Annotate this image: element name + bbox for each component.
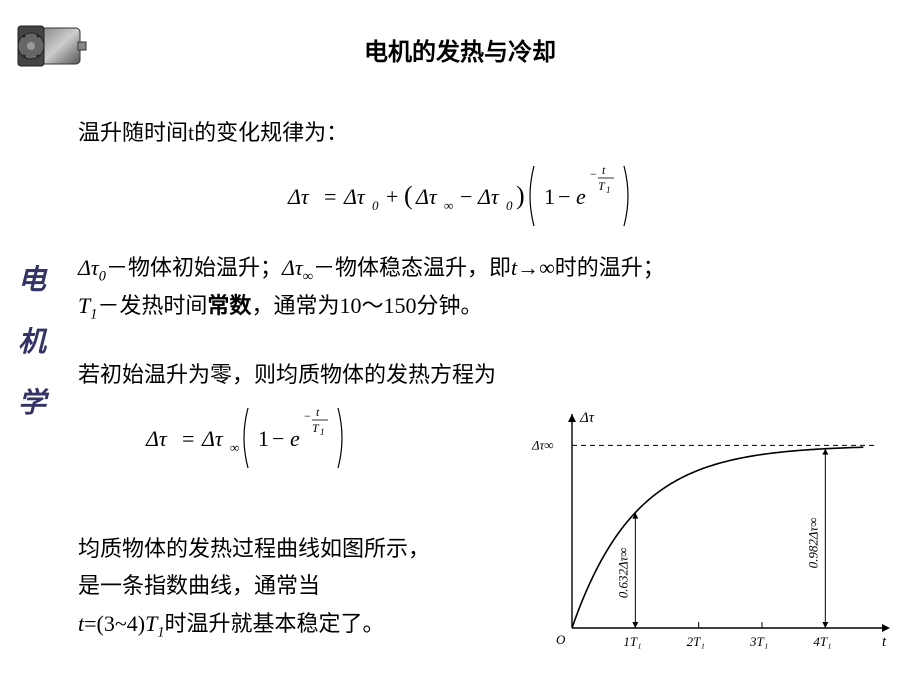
svg-text:1: 1 [606,185,611,195]
svg-text:1T₁: 1T₁ [623,634,641,649]
p2-t3: →∞时的温升； [517,255,665,280]
svg-text:Δτ: Δτ [477,184,500,209]
svg-text:Δτ: Δτ [201,426,224,451]
svg-text:0.632Δτ∞: 0.632Δτ∞ [615,547,630,598]
svg-text:−: − [558,184,570,209]
svg-text:1: 1 [320,427,325,437]
svg-text:2T₁: 2T₁ [687,634,705,649]
p4-T1: 1 [157,624,164,640]
svg-text:t: t [602,163,606,177]
p2-t2: －物体稳态温升，即 [313,255,511,280]
svg-text:Δτ∞: Δτ∞ [531,437,554,452]
svg-text:e: e [576,184,586,209]
svg-text:Δτ: Δτ [343,184,366,209]
p2-dtau0-sub: 0 [99,269,106,285]
para4-line2: 是一条指数曲线，通常当 [78,567,498,604]
svg-text:−: − [460,184,472,209]
svg-text:t: t [316,405,320,419]
para-1-text: 温升随时间t的变化规律为： [78,120,348,145]
para4-line1: 均质物体的发热过程曲线如图所示， [78,530,498,567]
p2-bold: 常数 [207,293,251,318]
para-3: 若初始温升为零，则均质物体的发热方程为 [78,357,898,392]
p2-t1: －物体初始温升； [106,255,282,280]
formula-1: Δτ = Δτ 0 + ( Δτ ∞ − Δτ 0 ) 1 − e − t [78,160,898,232]
p2-T1: T [78,293,90,318]
svg-text:3T₁: 3T₁ [749,634,768,649]
p2-dtau0: Δτ [78,255,99,280]
side-label: 电 机 学 [14,250,50,435]
svg-text:0: 0 [372,198,379,213]
p4-rest: 时温升就基本稳定了。 [165,611,385,636]
svg-text:∞: ∞ [230,440,239,455]
svg-text:4T₁: 4T₁ [813,634,831,649]
p2-dtauinf-sub: ∞ [303,269,313,285]
svg-text:−: − [272,426,284,451]
side-char-2: 机 [14,312,50,374]
svg-text:Δτ: Δτ [579,410,595,426]
svg-text:T: T [312,421,320,435]
para4-line3: t=(3~4)T1时温升就基本稳定了。 [78,605,498,645]
svg-text:=: = [182,426,194,451]
p4-T: T [145,611,157,636]
svg-text:O: O [556,632,566,647]
page-title: 电机的发热与冷却 [0,32,920,67]
p2-dtauinf: Δτ [282,255,303,280]
svg-text:1: 1 [258,426,269,451]
svg-text:Δτ: Δτ [287,184,310,209]
svg-text:Δτ: Δτ [145,426,168,451]
svg-text:Δτ: Δτ [415,184,438,209]
svg-text:(: ( [404,181,413,210]
para-4: 均质物体的发热过程曲线如图所示， 是一条指数曲线，通常当 t=(3~4)T1时温… [78,530,498,644]
svg-text:1: 1 [544,184,555,209]
svg-text:0: 0 [506,198,513,213]
svg-text:t: t [882,634,887,650]
heating-curve-chart: Δτ t O Δτ∞ 1T₁ 2T₁ 3T₁ 4T₁ 0.632Δτ∞ 0.982Δτ∞ [524,402,894,662]
svg-text:+: + [386,184,398,209]
side-char-1: 电 [14,250,50,312]
side-char-3: 学 [14,373,50,435]
p2-t5: ，通常为10～150分钟。 [251,293,482,318]
svg-text:−: − [590,167,597,181]
para-1: 温升随时间t的变化规律为： [78,115,898,150]
svg-text:=: = [324,184,336,209]
p2-t4: －发热时间 [97,293,207,318]
svg-text:T: T [598,179,606,193]
p4-eq: =(3~4) [84,611,145,636]
svg-text:e: e [290,426,300,451]
svg-text:−: − [304,409,311,423]
svg-text:∞: ∞ [444,198,453,213]
svg-text:): ) [516,181,525,210]
svg-text:0.982Δτ∞: 0.982Δτ∞ [805,518,820,569]
para-2: Δτ0－物体初始温升；Δτ∞－物体稳态温升，即t→∞时的温升； T1－发热时间常… [78,250,898,327]
